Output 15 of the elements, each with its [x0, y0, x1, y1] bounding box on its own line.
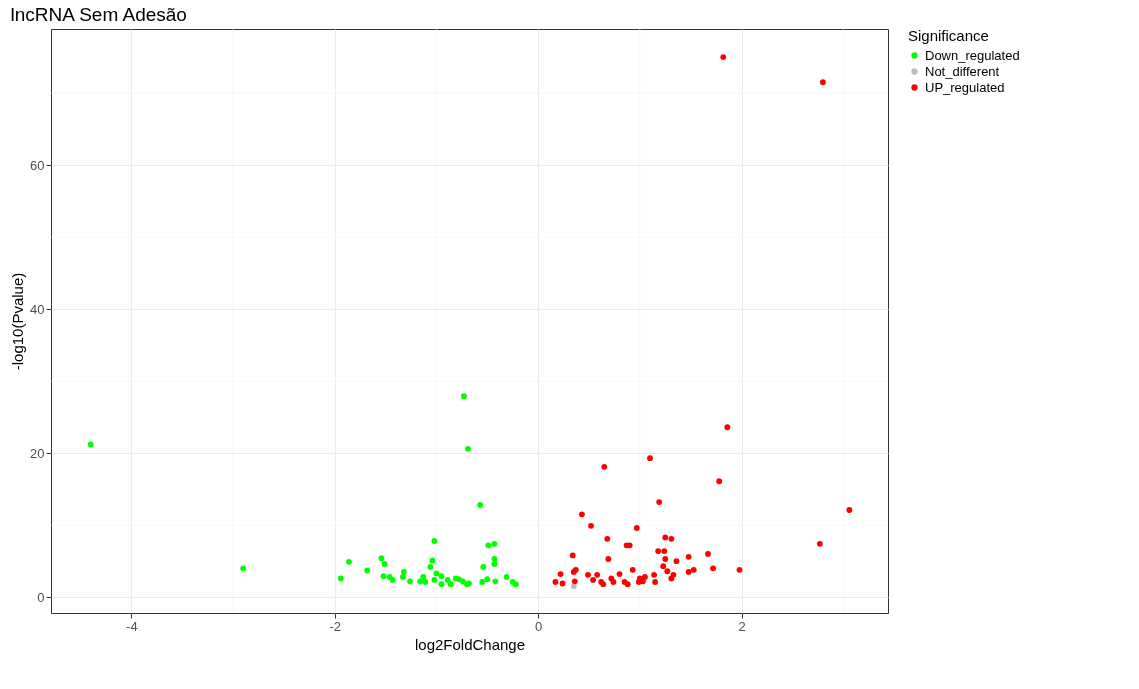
- legend-title: Significance: [908, 27, 989, 44]
- x-tick-label: 0: [535, 618, 543, 634]
- y-tick-label: 20: [30, 445, 45, 461]
- y-tick-label: 60: [30, 157, 45, 173]
- x-tick-label: -2: [329, 618, 342, 634]
- chart-title: lncRNA Sem Adesão: [10, 3, 187, 25]
- x-tick-label: 2: [738, 618, 746, 634]
- x-axis-title: log2FoldChange: [414, 635, 526, 653]
- y-tick-label: 40: [30, 301, 45, 317]
- legend-label: Down_regulated: [925, 47, 1020, 63]
- legend-label: Not_different: [925, 63, 1000, 79]
- legend-label: UP_regulated: [925, 79, 1005, 95]
- y-axis-title: -log10(Pvalue): [9, 272, 27, 371]
- x-tick-label: -4: [126, 618, 138, 634]
- y-tick-label: 0: [37, 589, 45, 605]
